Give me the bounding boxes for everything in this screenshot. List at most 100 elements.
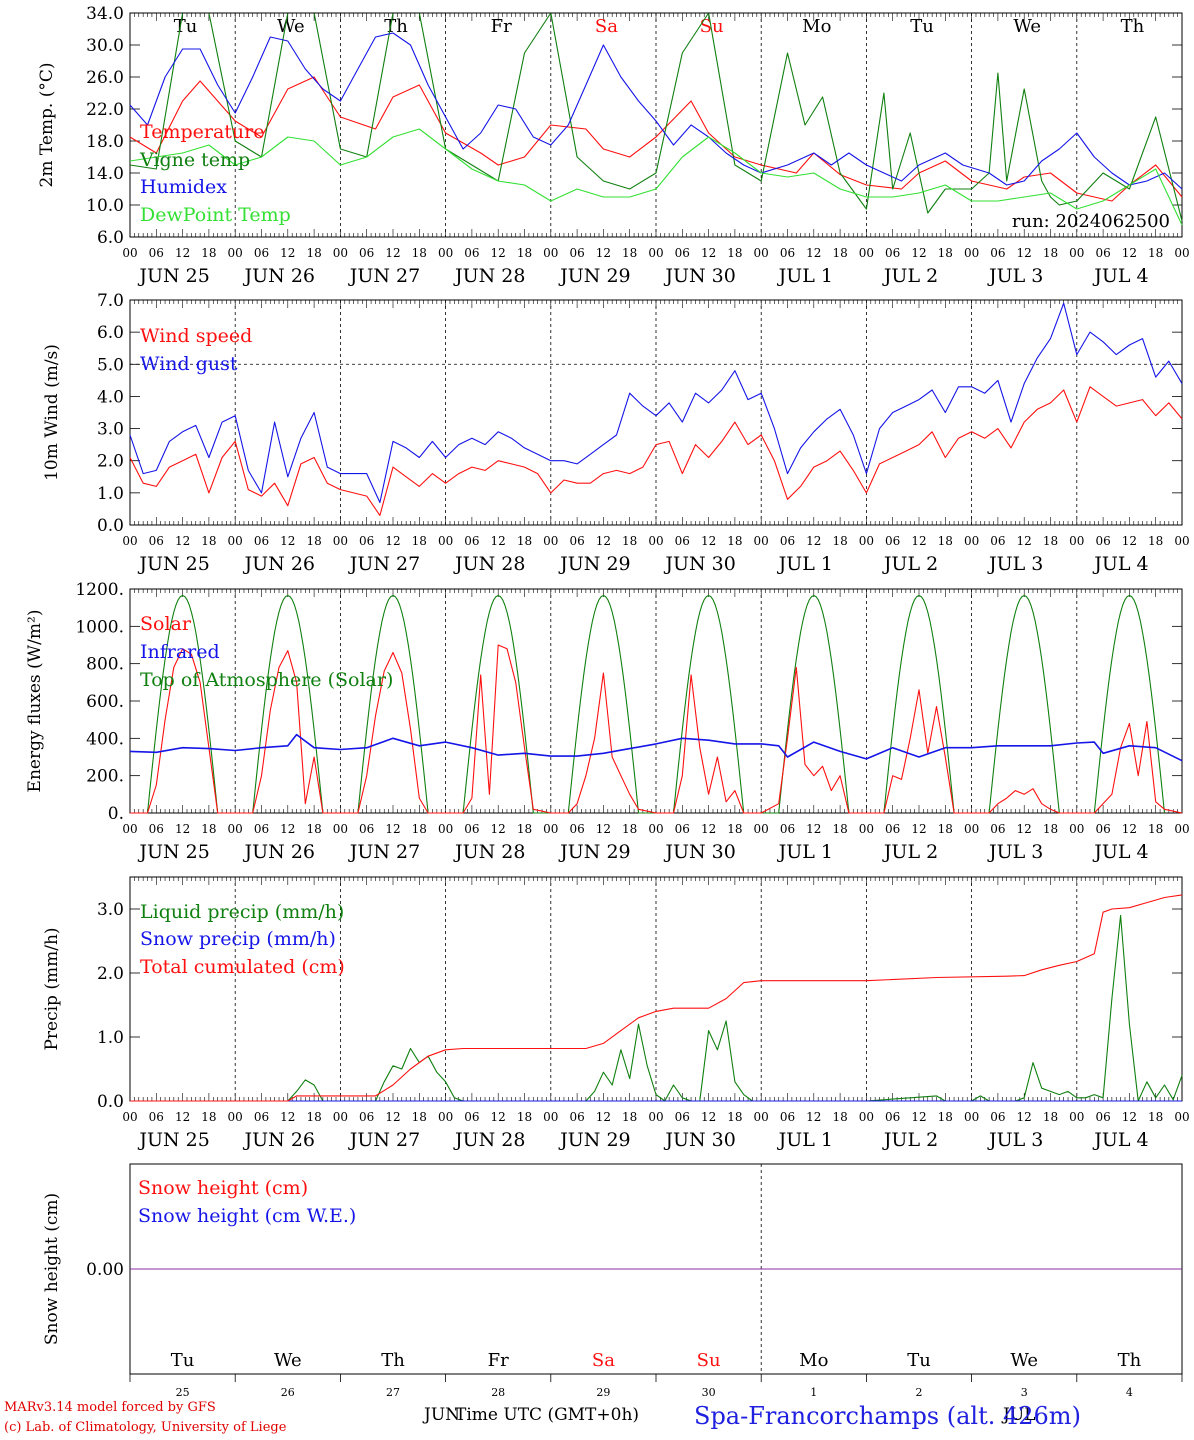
hour-tick-label: 12: [385, 822, 400, 836]
hour-tick-label: 18: [622, 1110, 637, 1124]
date-label: JUL 1: [777, 841, 833, 863]
hour-tick-label: 18: [1148, 246, 1163, 260]
weekday-label-top: We: [277, 16, 305, 37]
date-label: JUN 27: [348, 1129, 420, 1151]
hour-tick-label: 06: [675, 1110, 690, 1124]
legend-entry: Solar: [140, 613, 192, 635]
date-label: JUN 27: [348, 265, 420, 287]
hour-tick-label: 00: [333, 822, 348, 836]
hour-tick-label: 00: [543, 534, 558, 548]
hour-tick-label: 06: [149, 246, 164, 260]
series-line-temperature: [129, 76, 1183, 202]
date-label: JUN 29: [558, 553, 630, 575]
hour-tick-label: 18: [1148, 1110, 1163, 1124]
hour-tick-label: 12: [175, 246, 190, 260]
hour-tick-label: 00: [543, 1110, 558, 1124]
hour-tick-label: 12: [701, 822, 716, 836]
y-tick-label: 1.0: [97, 1028, 124, 1048]
hour-tick-label: 06: [885, 1110, 900, 1124]
hour-tick-label: 18: [832, 534, 847, 548]
y-tick-label: 22.0: [86, 100, 124, 120]
date-label: JUL 1: [777, 1129, 833, 1151]
legend-entry: Snow precip (mm/h): [140, 928, 336, 950]
date-label: JUL 3: [987, 265, 1043, 287]
series-line-wind-speed: [129, 386, 1183, 516]
y-tick-label: 14.0: [86, 164, 124, 184]
hour-tick-label: 00: [543, 822, 558, 836]
hour-tick-label: 00: [964, 1110, 979, 1124]
hour-tick-label: 12: [596, 246, 611, 260]
hour-tick-label: 12: [491, 1110, 506, 1124]
y-tick-label: 0.: [108, 804, 124, 824]
hour-tick-label: 18: [201, 822, 216, 836]
hour-tick-label: 18: [201, 1110, 216, 1124]
hour-tick-label: 00: [122, 534, 137, 548]
hour-tick-label: 12: [385, 1110, 400, 1124]
date-label: JUN 26: [243, 553, 315, 575]
hour-tick-label: 18: [1043, 1110, 1058, 1124]
hour-tick-label: 18: [412, 534, 427, 548]
y-tick-label: 0.00: [86, 1260, 124, 1280]
date-label: JUN 26: [243, 265, 315, 287]
hour-tick-label: 00: [648, 534, 663, 548]
hour-tick-label: 06: [254, 534, 269, 548]
x-month-jul: JUL: [1003, 1405, 1036, 1425]
hour-tick-label: 00: [333, 1110, 348, 1124]
hour-tick-label: 06: [464, 534, 479, 548]
hour-tick-label: 18: [412, 822, 427, 836]
date-label: JUN 27: [348, 841, 420, 863]
hour-tick-label: 00: [964, 246, 979, 260]
series-line-humidex: [129, 32, 1183, 190]
weekday-label-top: We: [1013, 16, 1041, 37]
hour-tick-label: 06: [254, 1110, 269, 1124]
hour-tick-label: 18: [938, 246, 953, 260]
hour-tick-label: 06: [1095, 1110, 1110, 1124]
date-label: JUN 25: [137, 265, 209, 287]
hour-tick-label: 18: [517, 534, 532, 548]
hour-tick-label: 12: [701, 1110, 716, 1124]
hour-tick-label: 06: [885, 534, 900, 548]
weekday-label-bottom: We: [274, 1350, 302, 1371]
hour-tick-label: 00: [754, 1110, 769, 1124]
hour-tick-label: 18: [1148, 534, 1163, 548]
hour-tick-label: 12: [911, 822, 926, 836]
day-number-label: 28: [491, 1386, 505, 1399]
date-label: JUL 2: [882, 1129, 938, 1151]
hour-tick-label: 06: [675, 822, 690, 836]
hour-tick-label: 00: [122, 246, 137, 260]
legend-entry: Infrared: [140, 641, 220, 663]
hour-tick-label: 00: [964, 534, 979, 548]
hour-tick-label: 12: [806, 246, 821, 260]
day-number-label: 26: [281, 1386, 295, 1399]
hour-tick-label: 00: [543, 246, 558, 260]
hour-tick-label: 06: [569, 1110, 584, 1124]
hour-tick-label: 06: [569, 534, 584, 548]
date-label: JUN 28: [453, 841, 525, 863]
day-number-label: 25: [176, 1386, 190, 1399]
day-number-label: 1: [810, 1386, 817, 1399]
hour-tick-label: 00: [1174, 1110, 1189, 1124]
weekday-label-bottom: Tu: [907, 1350, 931, 1371]
y-tick-label: 200.: [86, 767, 124, 787]
hour-tick-label: 18: [1043, 246, 1058, 260]
weekday-label-bottom: Mo: [799, 1350, 828, 1371]
hour-tick-label: 18: [727, 246, 742, 260]
legend-entry: Humidex: [140, 176, 227, 198]
hour-tick-label: 06: [990, 534, 1005, 548]
date-label: JUN 25: [137, 1129, 209, 1151]
hour-tick-label: 18: [938, 1110, 953, 1124]
legend-entry: Wind gust: [140, 353, 238, 375]
hour-tick-label: 00: [228, 534, 243, 548]
hour-tick-label: 00: [859, 822, 874, 836]
hour-tick-label: 06: [149, 534, 164, 548]
hour-tick-label: 06: [359, 534, 374, 548]
hour-tick-label: 06: [359, 822, 374, 836]
hour-tick-label: 06: [780, 534, 795, 548]
legend-entry: Liquid precip (mm/h): [140, 901, 344, 923]
date-label: JUL 3: [987, 1129, 1043, 1151]
y-axis-label: Snow height (cm): [42, 1193, 62, 1345]
date-label: JUN 29: [558, 265, 630, 287]
hour-tick-label: 12: [385, 246, 400, 260]
date-label: JUL 2: [882, 841, 938, 863]
